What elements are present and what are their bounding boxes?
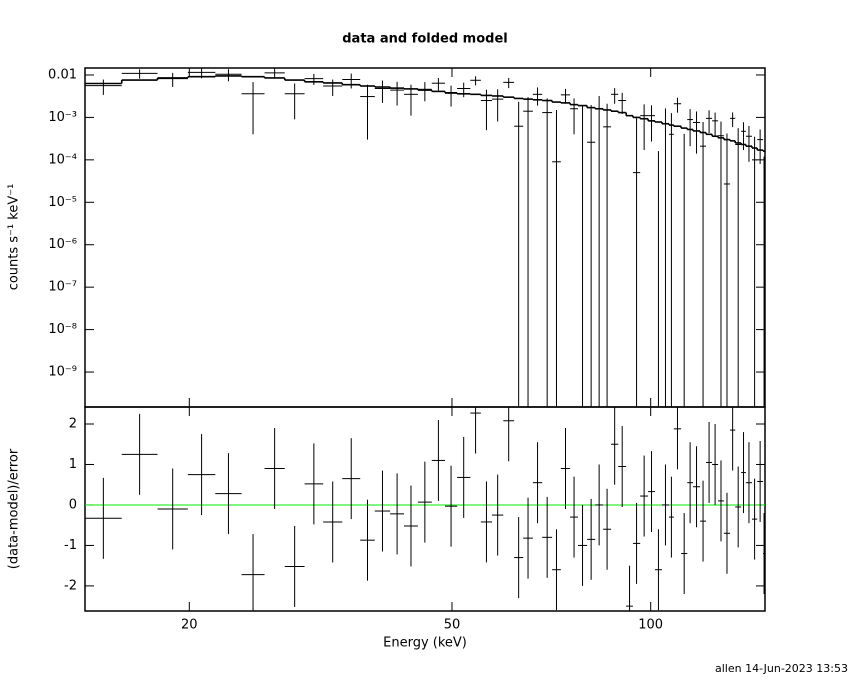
y-axis-label: counts s⁻¹ keV⁻¹ [7,184,22,291]
footer: allen 14-Jun-2023 13:53 [715,662,848,675]
y-tick-label: 0.01 [48,67,77,82]
y-tick-label: 10⁻⁵ [48,195,77,210]
y-tick-label: 1 [69,457,77,472]
plot-frame [84,406,766,612]
y-tick-label: 2 [69,417,77,432]
y-tick-label: -2 [64,578,77,593]
y-tick-label: 10⁻⁷ [48,280,77,295]
x-tick-label: 50 [444,618,461,633]
y-tick-label: 0 [69,497,77,512]
x-tick-label: 20 [181,618,198,633]
y-tick-label: -1 [64,538,77,553]
x-axis-label: Energy (keV) [383,636,467,651]
y-tick-label: 10⁻⁸ [48,322,77,337]
y-tick-label: 10⁻⁹ [48,365,77,380]
chart-title: data and folded model [342,32,508,47]
y-tick-label: 10⁻⁶ [48,237,77,252]
x-tick-label: 100 [638,618,663,633]
y-axis-label: (data-model)/error [7,448,22,569]
y-tick-label: 10⁻³ [48,110,77,125]
y-tick-label: 10⁻⁴ [48,152,77,167]
